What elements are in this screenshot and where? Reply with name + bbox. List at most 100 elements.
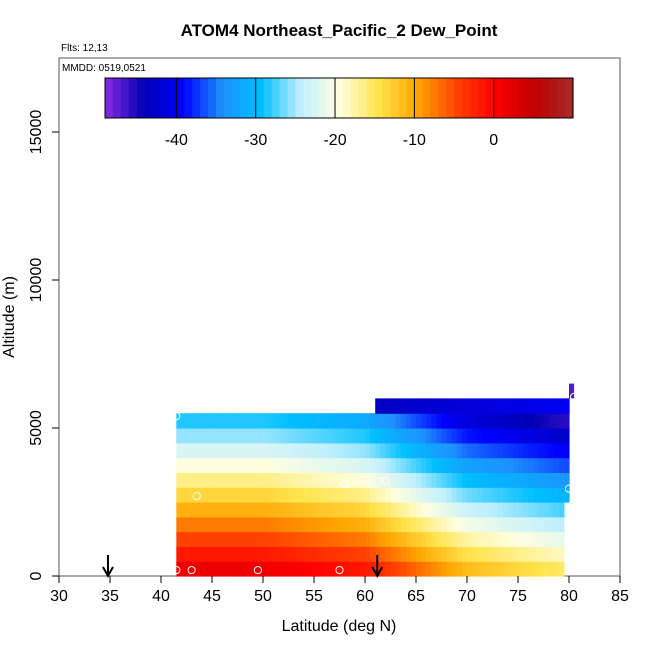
field-cell (201, 472, 208, 488)
field-cell (456, 457, 463, 473)
colorbar-swatch (525, 78, 534, 118)
field-cell (191, 428, 198, 444)
field-cell (222, 487, 228, 503)
field-cell (268, 531, 274, 547)
field-cell (334, 457, 341, 473)
field-cell (359, 442, 366, 459)
field-cell (298, 546, 305, 562)
colorbar-swatch (303, 78, 312, 118)
field-cell (421, 413, 427, 429)
field-cell (319, 472, 325, 488)
field-cell (339, 546, 346, 562)
field-cell (268, 413, 274, 429)
field-cell (217, 546, 223, 562)
colorbar-swatch (366, 78, 376, 118)
field-cell (308, 428, 315, 444)
field-cell (558, 546, 565, 562)
field-cell (293, 531, 300, 547)
field-cell (334, 502, 341, 518)
field-cell (217, 531, 223, 547)
field-cell (482, 472, 488, 488)
field-cell (212, 531, 218, 547)
field-cell (283, 502, 290, 518)
colorbar-swatch (295, 78, 304, 118)
field-cell (329, 531, 335, 547)
field-cell (222, 413, 228, 429)
field-cell (563, 428, 570, 444)
field-cell (324, 561, 330, 577)
field-cell (477, 413, 483, 429)
field-cell (232, 561, 239, 577)
field-cell (314, 428, 320, 444)
field-cell (196, 442, 203, 459)
field-cell (314, 516, 320, 533)
field-cell (553, 413, 560, 429)
field-cell (278, 413, 284, 429)
field-cell (446, 561, 453, 577)
field-cell (212, 516, 218, 533)
field-cell (436, 546, 443, 562)
colorbar-swatch (239, 78, 249, 118)
field-cell (288, 457, 295, 473)
field-cell (482, 531, 488, 547)
field-cell (482, 561, 488, 577)
field-cell (339, 502, 346, 518)
field-cell (278, 502, 284, 518)
colorbar-swatch (342, 78, 352, 118)
field-cell (344, 561, 351, 577)
field-cell (232, 457, 239, 473)
field-cell (528, 428, 534, 444)
field-cell (497, 502, 504, 518)
field-cell (533, 398, 539, 414)
field-cell (477, 428, 483, 444)
field-cell (472, 442, 478, 459)
field-cell (416, 472, 422, 488)
field-cell (553, 546, 560, 562)
field-cell (186, 442, 193, 459)
field-cell (176, 546, 182, 562)
field-cell (303, 487, 310, 503)
field-cell (329, 487, 335, 503)
colorbar-swatch (160, 78, 170, 118)
field-cell (293, 561, 300, 577)
field-cell (247, 546, 254, 562)
field-cell (416, 398, 422, 414)
field-cell (487, 442, 494, 459)
field-cell (426, 516, 432, 533)
field-cell (375, 457, 381, 473)
field-cell (421, 502, 427, 518)
field-cell (344, 516, 351, 533)
field-cell (380, 428, 386, 444)
field-cell (512, 516, 519, 533)
field-cell (191, 487, 198, 503)
field-cell (176, 472, 182, 488)
field-cell (421, 472, 427, 488)
field-cell (349, 428, 356, 444)
flights-annotation: Flts: 12,13 (61, 43, 108, 54)
field-cell (268, 546, 274, 562)
field-cell (426, 398, 432, 414)
field-cell (217, 413, 223, 429)
colorbar-swatch (152, 78, 162, 118)
field-cell (237, 561, 244, 577)
colorbar-swatch (176, 78, 185, 118)
field-cell (477, 516, 483, 533)
field-cell (385, 502, 392, 518)
field-cell (354, 487, 361, 503)
field-cell (538, 442, 545, 459)
sample-point (564, 484, 574, 493)
field-cell (523, 546, 529, 562)
field-cell (303, 457, 310, 473)
field-cell (558, 531, 565, 547)
field-cell (451, 546, 458, 562)
colorbar-swatch (350, 78, 360, 118)
field-cell (507, 472, 514, 488)
field-cell (268, 516, 274, 533)
field-cell (344, 546, 351, 562)
field-cell (232, 531, 239, 547)
field-cell (339, 472, 346, 488)
field-cell (359, 487, 366, 503)
colorbar-swatch (509, 78, 519, 118)
field-cell (390, 561, 397, 577)
field-cell (446, 502, 453, 518)
